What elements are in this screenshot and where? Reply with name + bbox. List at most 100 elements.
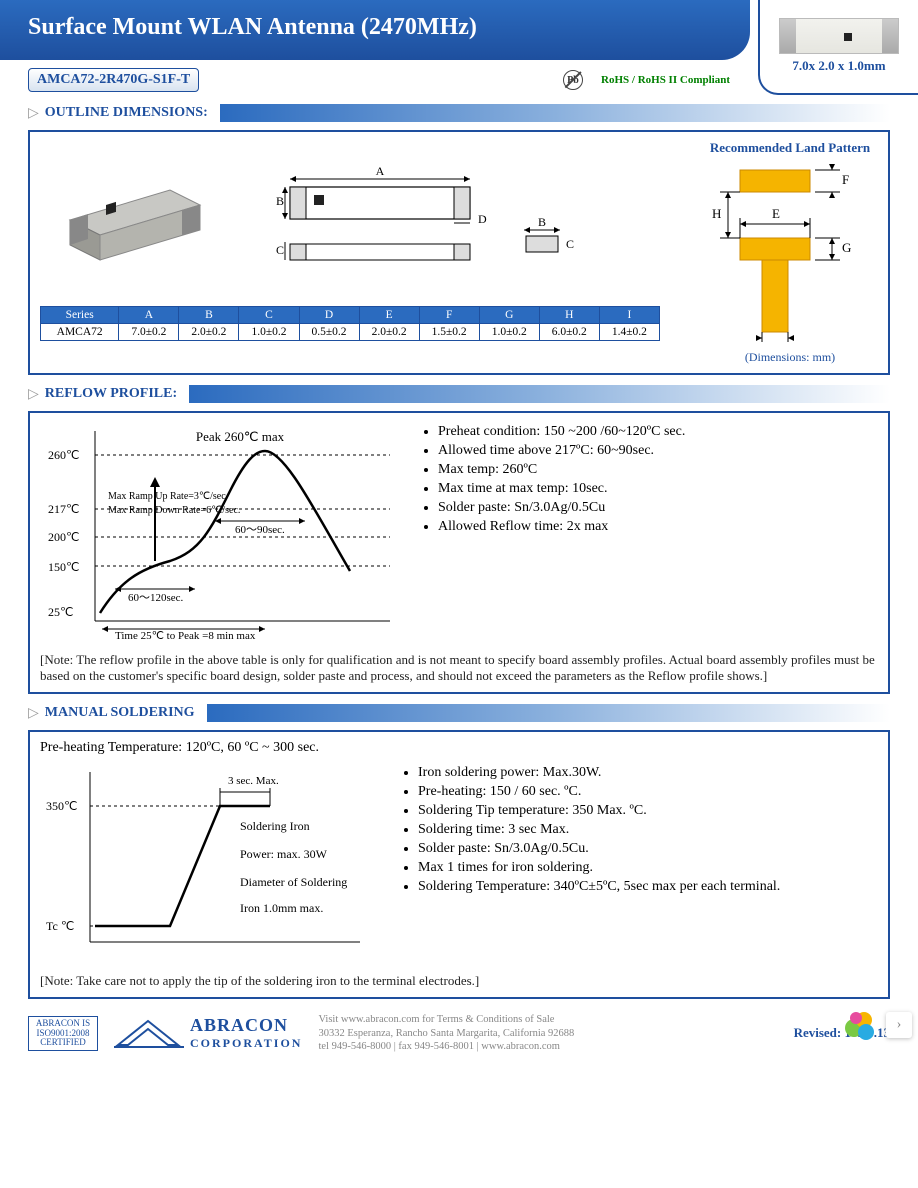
svg-text:F: F [842, 172, 849, 187]
dimensions-unit: (Dimensions: mm) [680, 350, 900, 365]
next-page-button[interactable]: › [886, 1012, 912, 1038]
section-outline-header: ▷ OUTLINE DIMENSIONS: [28, 102, 890, 124]
svg-text:260℃: 260℃ [48, 448, 79, 462]
outline-panel: A B D C [28, 130, 890, 375]
table-cell: 2.0±0.2 [359, 324, 419, 341]
bullet-item: Max temp: 260ºC [438, 462, 878, 478]
svg-text:C: C [276, 243, 284, 257]
svg-text:H: H [712, 206, 721, 221]
svg-text:150℃: 150℃ [48, 560, 79, 574]
table-cell: 1.5±0.2 [419, 324, 479, 341]
section-label: MANUAL SOLDERING [45, 705, 207, 721]
solder-bullets: Iron soldering power: Max.30W. Pre-heatin… [398, 762, 878, 967]
outline-drawings: A B D C [40, 140, 660, 341]
bullet-item: Solder paste: Sn/3.0Ag/0.5Cu [438, 500, 878, 516]
svg-text:G: G [842, 240, 851, 255]
table-header: G [479, 307, 539, 324]
section-label: OUTLINE DIMENSIONS: [45, 105, 220, 121]
svg-text:Time 25℃ to Peak =8 min max: Time 25℃ to Peak =8 min max [115, 630, 256, 641]
table-cell: 1.0±0.2 [239, 324, 299, 341]
section-label: REFLOW PROFILE: [45, 386, 189, 402]
footer-info: Visit www.abracon.com for Terms & Condit… [318, 1013, 777, 1054]
bullet-item: Preheat condition: 150 ~200 /60~120ºC se… [438, 424, 878, 440]
bullet-item: Max time at max temp: 10sec. [438, 481, 878, 497]
rohs-compliance: RoHS / RoHS II Compliant [601, 74, 730, 86]
svg-text:25℃: 25℃ [48, 605, 73, 619]
svg-text:Max Ramp Down Rate=6℃/sec.: Max Ramp Down Rate=6℃/sec. [108, 505, 240, 516]
svg-text:350℃: 350℃ [46, 799, 77, 813]
bullet-item: Soldering Tip temperature: 350 Max. ºC. [418, 803, 878, 819]
product-photo [779, 18, 899, 54]
svg-text:E: E [772, 206, 780, 221]
abracon-logo: ABRACON CORPORATION [114, 1015, 302, 1051]
svg-text:A: A [376, 164, 385, 178]
bullet-item: Soldering time: 3 sec Max. [418, 822, 878, 838]
triangle-icon: ▷ [28, 386, 39, 403]
svg-text:60～120sec.: 60～120sec. [128, 592, 184, 604]
svg-text:Iron 1.0mm max.: Iron 1.0mm max. [240, 901, 323, 915]
part-number: AMCA72-2R470G-S1F-T [28, 68, 199, 92]
table-cell: 7.0±0.2 [119, 324, 179, 341]
solder-note: [Note: Take care not to apply the tip of… [40, 973, 878, 989]
solder-panel: Pre-heating Temperature: 120ºC, 60 ºC ~ … [28, 730, 890, 999]
page-title: Surface Mount WLAN Antenna (2470MHz) [28, 14, 750, 41]
bullet-item: Allowed Reflow time: 2x max [438, 519, 878, 535]
preheat-line: Pre-heating Temperature: 120ºC, 60 ºC ~ … [40, 740, 878, 756]
table-cell: 1.4±0.2 [599, 324, 659, 341]
svg-text:Peak 260℃ max: Peak 260℃ max [196, 429, 285, 444]
svg-text:Tc ℃: Tc ℃ [46, 919, 74, 933]
table-header: Series [41, 307, 119, 324]
svg-text:Soldering Iron: Soldering Iron [240, 819, 310, 833]
table-cell: 0.5±0.2 [299, 324, 359, 341]
table-cell: AMCA72 [41, 324, 119, 341]
bullet-item: Solder paste: Sn/3.0Ag/0.5Cu. [418, 841, 878, 857]
section-solder-header: ▷ MANUAL SOLDERING [28, 702, 890, 724]
table-header: H [539, 307, 599, 324]
bullet-item: Max 1 times for iron soldering. [418, 860, 878, 876]
svg-text:B: B [538, 215, 546, 229]
company-name: ABRACON [190, 1015, 302, 1036]
reflow-bullets: Preheat condition: 150 ~200 /60~120ºC se… [418, 421, 878, 646]
table-cell: 2.0±0.2 [179, 324, 239, 341]
dimensions-table: SeriesABCDEFGHI AMCA727.0±0.22.0±0.21.0±… [40, 306, 660, 341]
company-sub: CORPORATION [190, 1036, 302, 1051]
table-header: D [299, 307, 359, 324]
land-pattern-title: Recommended Land Pattern [680, 140, 900, 156]
svg-text:60～90sec.: 60～90sec. [235, 524, 285, 536]
svg-text:B: B [276, 194, 284, 208]
table-header: E [359, 307, 419, 324]
land-pattern: Recommended Land Pattern F H [680, 140, 900, 365]
bullet-item: Pre-heating: 150 / 60 sec. ºC. [418, 784, 878, 800]
bullet-item: Iron soldering power: Max.30W. [418, 765, 878, 781]
solder-chart: 350℃ Tc ℃ 3 sec. Max. Soldering Iron Pow… [40, 762, 380, 967]
header-bar: Surface Mount WLAN Antenna (2470MHz) [0, 0, 750, 60]
svg-text:Max Ramp Up Rate=3℃/sec.: Max Ramp Up Rate=3℃/sec. [108, 491, 228, 502]
svg-text:Diameter of Soldering: Diameter of Soldering [240, 875, 347, 889]
table-header: B [179, 307, 239, 324]
table-header: C [239, 307, 299, 324]
product-dimensions: 7.0x 2.0 x 1.0mm [760, 58, 918, 74]
table-header: A [119, 307, 179, 324]
table-header: F [419, 307, 479, 324]
svg-text:D: D [478, 212, 487, 226]
product-photo-box: 7.0x 2.0 x 1.0mm [758, 0, 918, 95]
table-header: I [599, 307, 659, 324]
bullet-item: Soldering Temperature: 340ºC±5ºC, 5sec m… [418, 879, 878, 895]
svg-text:C: C [566, 237, 574, 251]
svg-text:3 sec. Max.: 3 sec. Max. [228, 775, 279, 787]
triangle-icon: ▷ [28, 105, 39, 122]
reflow-note: [Note: The reflow profile in the above t… [40, 652, 878, 684]
footer: ABRACON IS ISO9001:2008 CERTIFIED ABRACO… [28, 1013, 890, 1054]
table-cell: 1.0±0.2 [479, 324, 539, 341]
svg-text:217℃: 217℃ [48, 502, 79, 516]
triangle-icon: ▷ [28, 705, 39, 722]
reflow-chart: 25℃ 150℃ 200℃ 217℃ 260℃ Peak 260℃ m [40, 421, 400, 646]
pb-free-icon: Pb [563, 70, 583, 90]
reflow-panel: 25℃ 150℃ 200℃ 217℃ 260℃ Peak 260℃ m [28, 411, 890, 694]
decorative-icon [842, 1008, 878, 1044]
iso-cert: ABRACON IS ISO9001:2008 CERTIFIED [28, 1016, 98, 1052]
bullet-item: Allowed time above 217ºC: 60~90sec. [438, 443, 878, 459]
svg-text:Power: max. 30W: Power: max. 30W [240, 847, 328, 861]
svg-text:200℃: 200℃ [48, 530, 79, 544]
table-cell: 6.0±0.2 [539, 324, 599, 341]
